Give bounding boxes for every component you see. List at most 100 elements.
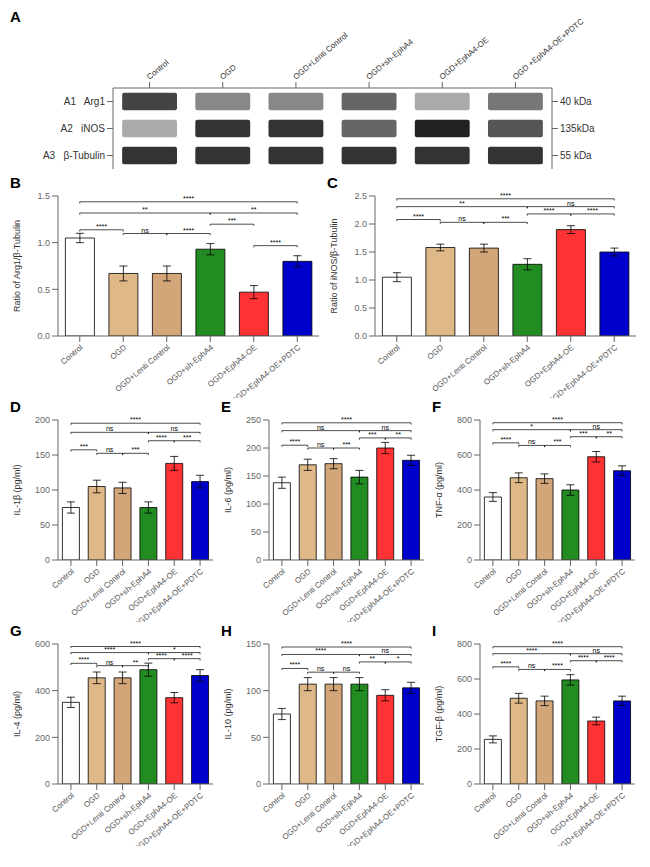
svg-text:150: 150 xyxy=(35,450,50,460)
svg-text:**: ** xyxy=(459,200,465,207)
svg-text:**: ** xyxy=(395,431,401,438)
svg-text:0: 0 xyxy=(467,555,472,565)
svg-text:***: *** xyxy=(228,217,236,224)
svg-text:IL-10 (pg/ml): IL-10 (pg/ml) xyxy=(223,688,233,739)
svg-text:*: * xyxy=(530,423,533,430)
svg-text:***: *** xyxy=(183,434,191,441)
svg-text:***: *** xyxy=(579,430,587,437)
svg-text:****: **** xyxy=(183,195,194,202)
svg-text:ns: ns xyxy=(567,200,575,207)
svg-text:200: 200 xyxy=(35,415,50,425)
svg-text:Control: Control xyxy=(376,343,402,367)
svg-text:200: 200 xyxy=(35,733,50,743)
svg-text:**: ** xyxy=(606,430,612,437)
svg-text:OGD: OGD xyxy=(82,567,102,586)
svg-text:Control: Control xyxy=(145,58,171,82)
svg-text:****: **** xyxy=(500,660,511,667)
svg-text:200: 200 xyxy=(246,443,261,453)
svg-text:****: **** xyxy=(552,640,563,647)
svg-text:400: 400 xyxy=(457,709,472,719)
svg-text:50: 50 xyxy=(251,527,261,537)
svg-text:Ratio of Arg1/β-Tubulin: Ratio of Arg1/β-Tubulin xyxy=(12,220,22,312)
svg-text:600: 600 xyxy=(457,674,472,684)
svg-text:OGD+sh-EphA4: OGD+sh-EphA4 xyxy=(365,37,416,82)
svg-text:OGD: OGD xyxy=(293,567,313,586)
svg-text:ns: ns xyxy=(141,227,149,234)
svg-text:1.5: 1.5 xyxy=(37,191,50,201)
svg-text:ns: ns xyxy=(317,424,325,431)
svg-text:OGD+Lenti Control: OGD+Lenti Control xyxy=(114,343,172,394)
svg-text:ns: ns xyxy=(317,441,325,448)
svg-text:ns: ns xyxy=(593,423,601,430)
svg-text:0: 0 xyxy=(256,555,261,565)
svg-text:0: 0 xyxy=(45,555,50,565)
svg-text:1.5: 1.5 xyxy=(354,247,367,257)
svg-text:ns: ns xyxy=(593,647,601,654)
svg-text:50: 50 xyxy=(251,733,261,743)
svg-text:TGF-β (pg/ml): TGF-β (pg/ml) xyxy=(434,686,444,743)
svg-text:250: 250 xyxy=(246,415,261,425)
svg-text:****: **** xyxy=(183,227,194,234)
svg-text:ns: ns xyxy=(171,425,179,432)
svg-text:****: **** xyxy=(552,416,563,423)
svg-text:****: **** xyxy=(289,661,300,668)
svg-text:***: *** xyxy=(501,215,509,222)
svg-text:TNF-α (pg/ml): TNF-α (pg/ml) xyxy=(434,462,444,518)
svg-text:OGD: OGD xyxy=(425,343,445,362)
svg-text:***: *** xyxy=(342,441,350,448)
svg-text:Control: Control xyxy=(50,791,76,815)
svg-text:****: **** xyxy=(315,647,326,654)
svg-text:****: **** xyxy=(500,192,511,199)
svg-text:OGD +EphA4-OE+PDTC: OGD +EphA4-OE+PDTC xyxy=(511,17,586,82)
svg-text:ns: ns xyxy=(382,647,390,654)
svg-text:800: 800 xyxy=(457,639,472,649)
svg-text:Control: Control xyxy=(59,343,85,367)
svg-text:Control: Control xyxy=(50,567,76,591)
svg-text:****: **** xyxy=(341,416,352,423)
svg-text:***: *** xyxy=(131,446,139,453)
svg-text:0: 0 xyxy=(45,779,50,789)
svg-text:**: ** xyxy=(370,655,376,662)
svg-text:****: **** xyxy=(104,646,115,653)
svg-text:*: * xyxy=(173,646,176,653)
svg-text:ns: ns xyxy=(106,659,114,666)
svg-text:**: ** xyxy=(142,206,148,213)
svg-text:ns: ns xyxy=(343,665,351,672)
svg-text:OGD+Lenti Control: OGD+Lenti Control xyxy=(431,343,489,394)
svg-text:0: 0 xyxy=(256,779,261,789)
svg-text:2.5: 2.5 xyxy=(354,191,367,201)
svg-text:*: * xyxy=(397,655,400,662)
svg-text:****: **** xyxy=(587,207,598,214)
svg-text:OGD+EphA4-OE+PDTC: OGD+EphA4-OE+PDTC xyxy=(132,567,205,622)
svg-text:150: 150 xyxy=(246,471,261,481)
svg-text:50: 50 xyxy=(40,520,50,530)
svg-text:40 kDa: 40 kDa xyxy=(560,96,592,107)
svg-text:OGD+EphA4-OE: OGD+EphA4-OE xyxy=(438,35,491,81)
svg-text:****: **** xyxy=(182,652,193,659)
svg-text:OGD+EphA4-OE+PDTC: OGD+EphA4-OE+PDTC xyxy=(343,567,416,622)
svg-text:ns: ns xyxy=(317,665,325,672)
svg-text:IL-4 (pg/ml): IL-4 (pg/ml) xyxy=(12,691,22,737)
svg-text:****: **** xyxy=(341,640,352,647)
svg-text:OGD: OGD xyxy=(218,63,238,82)
svg-text:OGD+EphA4-OE+PDTC: OGD+EphA4-OE+PDTC xyxy=(554,791,627,846)
svg-text:****: **** xyxy=(130,416,141,423)
svg-text:800: 800 xyxy=(457,415,472,425)
svg-text:A3 β-Tubulin: A3 β-Tubulin xyxy=(43,150,105,161)
svg-text:****: **** xyxy=(156,652,167,659)
svg-text:600: 600 xyxy=(457,450,472,460)
svg-text:****: **** xyxy=(604,654,615,661)
svg-text:OGD: OGD xyxy=(504,791,524,810)
svg-text:400: 400 xyxy=(35,686,50,696)
svg-text:0.0: 0.0 xyxy=(37,331,50,341)
svg-text:**: ** xyxy=(133,659,139,666)
svg-text:IL-1β (pg/ml): IL-1β (pg/ml) xyxy=(12,464,22,515)
svg-text:***: *** xyxy=(553,438,561,445)
svg-text:100: 100 xyxy=(35,485,50,495)
svg-text:****: **** xyxy=(552,662,563,669)
svg-text:****: **** xyxy=(413,213,424,220)
svg-text:**: ** xyxy=(251,206,257,213)
svg-text:****: **** xyxy=(96,223,107,230)
svg-text:OGD: OGD xyxy=(293,791,313,810)
svg-text:ns: ns xyxy=(528,438,536,445)
